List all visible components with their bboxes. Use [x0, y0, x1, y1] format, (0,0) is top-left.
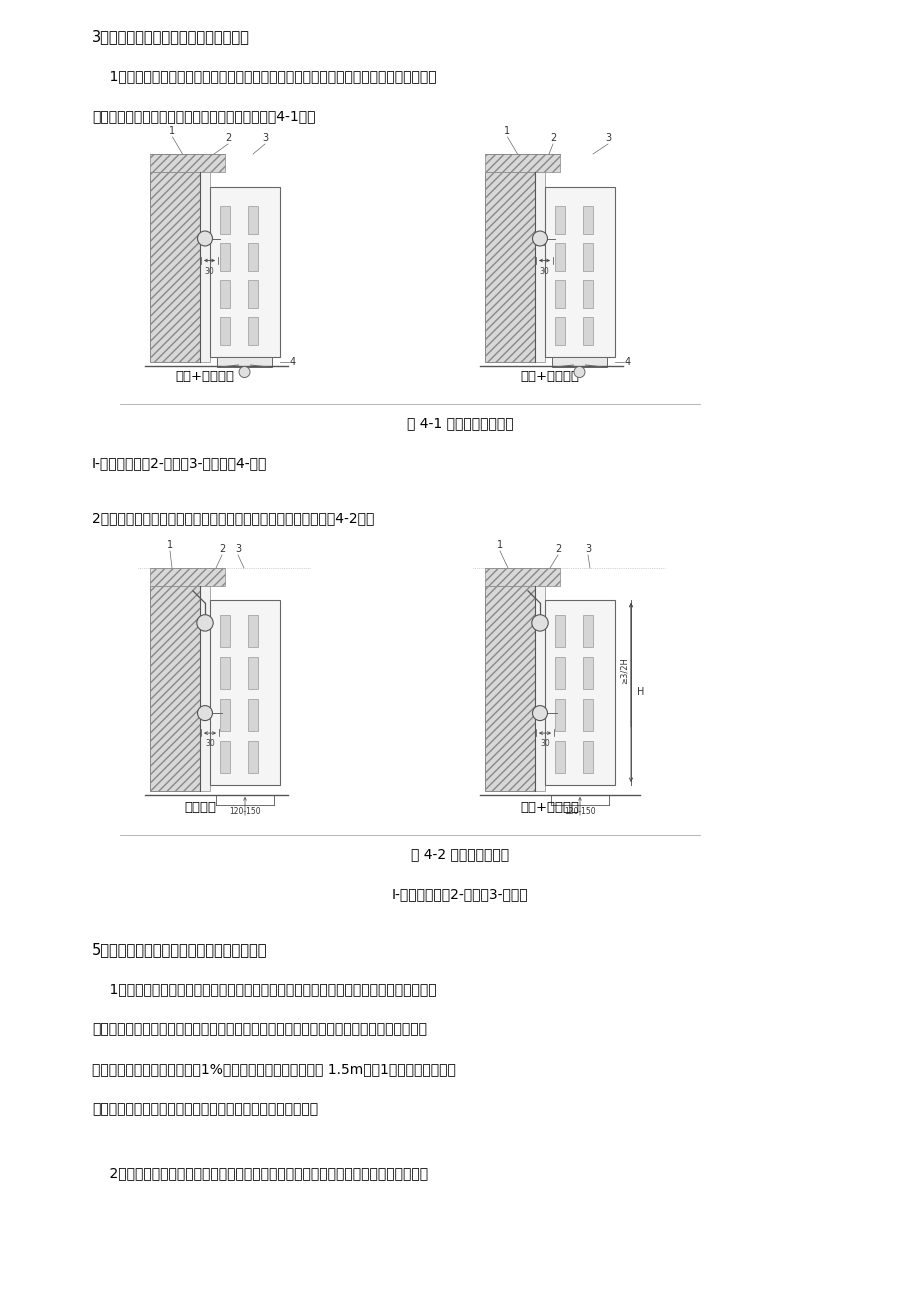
Text: 3: 3 [584, 544, 590, 554]
Circle shape [197, 614, 213, 631]
Text: 4: 4 [624, 356, 630, 367]
Text: 散热器安装，坡度应大于等于1%；散热器支管长度大于等于 1.5m时（1型立管的支管长度: 散热器安装，坡度应大于等于1%；散热器支管长度大于等于 1.5m时（1型立管的支… [92, 1062, 456, 1076]
Text: 图 4-1 落地式散热器安装: 图 4-1 落地式散热器安装 [406, 416, 513, 431]
Text: 2: 2 [224, 133, 231, 143]
Bar [484, 569, 560, 585]
Bar [220, 317, 230, 345]
Bar [554, 615, 564, 647]
Bar [583, 615, 593, 647]
Text: 2）挂装散热器轻轻抬起放在托钩上立直，将固定卡摆正拧紧（图4-2）。: 2）挂装散热器轻轻抬起放在托钩上立直，将固定卡摆正拧紧（图4-2）。 [92, 511, 374, 526]
Text: 应从立管支架至散热器边缘计算），应在支管中间安装管卡；: 应从立管支架至散热器边缘计算），应在支管中间安装管卡； [92, 1102, 318, 1116]
Bar [544, 187, 614, 356]
Bar [554, 657, 564, 690]
Text: 卡子+足片安装: 卡子+足片安装 [520, 369, 579, 382]
Bar [199, 585, 210, 791]
Bar [220, 280, 230, 308]
Bar [484, 585, 535, 791]
Text: ≥3/2H: ≥3/2H [619, 657, 629, 684]
Bar [535, 585, 544, 791]
Text: 2: 2 [550, 133, 555, 143]
Text: 1散热器就位后方可进行散热器支管安装，支管的长度应按实际测量确定，测量时应考虑: 1散热器就位后方可进行散热器支管安装，支管的长度应按实际测量确定，测量时应考虑 [92, 982, 437, 997]
Bar [248, 280, 257, 308]
Bar [210, 600, 279, 785]
Bar [484, 154, 560, 172]
Text: 3室内供暖散热器就位应符合下列规定：: 3室内供暖散热器就位应符合下列规定： [92, 29, 250, 44]
Text: 1: 1 [496, 540, 503, 550]
Text: 1）带腿散热器应垂直稳置于固定位置，固定卡的两块夹板应放平正，拧紧螺母至一定程: 1）带腿散热器应垂直稳置于固定位置，固定卡的两块夹板应放平正，拧紧螺母至一定程 [92, 69, 437, 83]
Bar [551, 356, 607, 367]
Text: 120-150: 120-150 [563, 807, 596, 816]
Circle shape [198, 232, 212, 246]
Text: 度后，将散热器找直、找正，垫牢后上紧螺母（图4-1）；: 度后，将散热器找直、找正，垫牢后上紧螺母（图4-1）； [92, 109, 315, 124]
Bar [248, 243, 257, 271]
Bar [554, 280, 564, 308]
Bar [248, 615, 257, 647]
Bar [583, 317, 593, 345]
Bar [220, 657, 230, 690]
Text: 30: 30 [204, 267, 214, 276]
Text: 3: 3 [262, 133, 267, 143]
Bar [535, 172, 544, 362]
Text: 2: 2 [554, 544, 561, 554]
Bar [220, 243, 230, 271]
Bar [217, 356, 272, 367]
Circle shape [239, 367, 250, 377]
Text: 30: 30 [539, 267, 549, 276]
Text: 3: 3 [605, 133, 610, 143]
Text: 5室内供暖散热器支管安装应符合下列规定：: 5室内供暖散热器支管安装应符合下列规定： [92, 942, 267, 958]
Bar [248, 657, 257, 690]
Text: 脱钩挂装: 脱钩挂装 [184, 801, 216, 814]
Text: 4: 4 [289, 356, 296, 367]
Text: I-细石混凝土；2-卡子；3-散热器: I-细石混凝土；2-卡子；3-散热器 [391, 887, 528, 902]
Circle shape [573, 367, 584, 377]
Circle shape [532, 705, 547, 721]
Text: 3: 3 [234, 544, 241, 554]
Bar [248, 317, 257, 345]
Bar [248, 699, 257, 731]
Bar [150, 154, 225, 172]
Bar [199, 172, 210, 362]
Bar [484, 172, 535, 362]
Bar [583, 280, 593, 308]
Text: 30: 30 [205, 739, 215, 748]
Bar [150, 585, 199, 791]
Bar [220, 206, 230, 234]
Text: 卡子+脱钩安装: 卡子+脱钩安装 [520, 801, 579, 814]
Bar [583, 206, 593, 234]
Bar [248, 742, 257, 773]
Bar [583, 243, 593, 271]
Circle shape [198, 705, 212, 721]
Text: 2与散热器连接的进、出水水管的中心线应与散热器接口中心一致，不应用管道及散热: 2与散热器连接的进、出水水管的中心线应与散热器接口中心一致，不应用管道及散热 [92, 1166, 427, 1180]
Text: 120-150: 120-150 [229, 807, 260, 816]
Bar [554, 699, 564, 731]
Bar [544, 600, 614, 785]
Bar [554, 317, 564, 345]
Bar [554, 742, 564, 773]
Text: 图 4-2 挂装散热器安装: 图 4-2 挂装散热器安装 [411, 847, 508, 861]
Text: 30: 30 [539, 739, 550, 748]
Text: 煨制来回弯所占的长度；供回水支管的来回弯应保持在同一位置上，活接或长丝根母应靠近: 煨制来回弯所占的长度；供回水支管的来回弯应保持在同一位置上，活接或长丝根母应靠近 [92, 1023, 426, 1036]
Circle shape [532, 232, 547, 246]
Bar [220, 615, 230, 647]
Bar [150, 569, 225, 585]
Bar [220, 742, 230, 773]
Text: 1: 1 [166, 540, 173, 550]
Circle shape [531, 614, 548, 631]
Bar [248, 206, 257, 234]
Bar [220, 699, 230, 731]
Text: I-细石混凝土；2-卡子；3-散热器；4-足片: I-细石混凝土；2-卡子；3-散热器；4-足片 [92, 455, 267, 470]
Bar [554, 206, 564, 234]
Bar [583, 699, 593, 731]
Bar [554, 243, 564, 271]
Text: H: H [636, 687, 643, 697]
Bar [583, 742, 593, 773]
Text: 2: 2 [219, 544, 225, 554]
Bar [583, 657, 593, 690]
Text: 脱钩+足片安装: 脱钩+足片安装 [176, 369, 234, 382]
Text: 1: 1 [169, 126, 176, 137]
Bar [210, 187, 279, 356]
Text: 1: 1 [504, 126, 510, 137]
Bar [150, 172, 199, 362]
